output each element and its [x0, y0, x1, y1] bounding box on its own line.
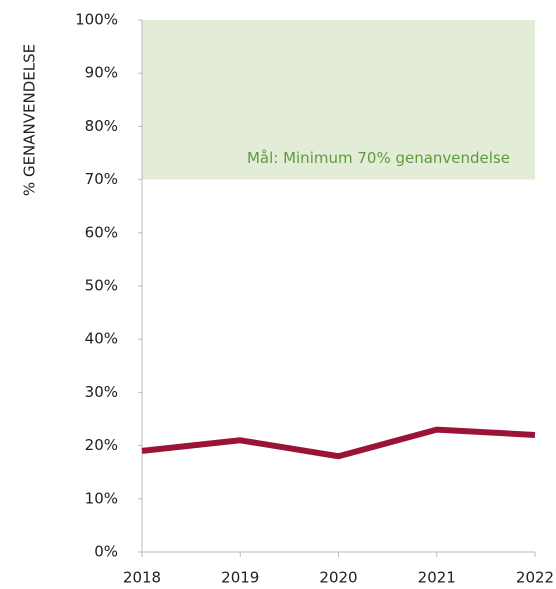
x-tick-label: 2021: [418, 569, 456, 587]
y-tick-label: 40%: [85, 330, 118, 348]
target-label: Mål: Minimum 70% genanvendelse: [247, 149, 510, 167]
y-tick-label: 60%: [85, 223, 118, 241]
y-tick-label: 80%: [85, 117, 118, 135]
y-tick-label: 20%: [85, 436, 118, 454]
x-tick-label: 2019: [221, 569, 259, 587]
y-tick-label: 70%: [85, 170, 118, 188]
y-tick-label: 10%: [85, 489, 118, 507]
line-series: [141, 426, 536, 460]
y-tick-label: 100%: [75, 11, 118, 29]
y-tick-label: 0%: [94, 543, 118, 561]
target-band: [142, 20, 535, 180]
y-axis-label: % GENANVENDELSE: [21, 44, 39, 196]
x-tick-label: 2022: [516, 569, 554, 587]
x-tick-label: 2018: [123, 569, 161, 587]
y-tick-label: 90%: [85, 64, 118, 82]
x-tick-label: 2020: [319, 569, 357, 587]
y-tick-label: 50%: [85, 277, 118, 295]
y-tick-label: 30%: [85, 383, 118, 401]
